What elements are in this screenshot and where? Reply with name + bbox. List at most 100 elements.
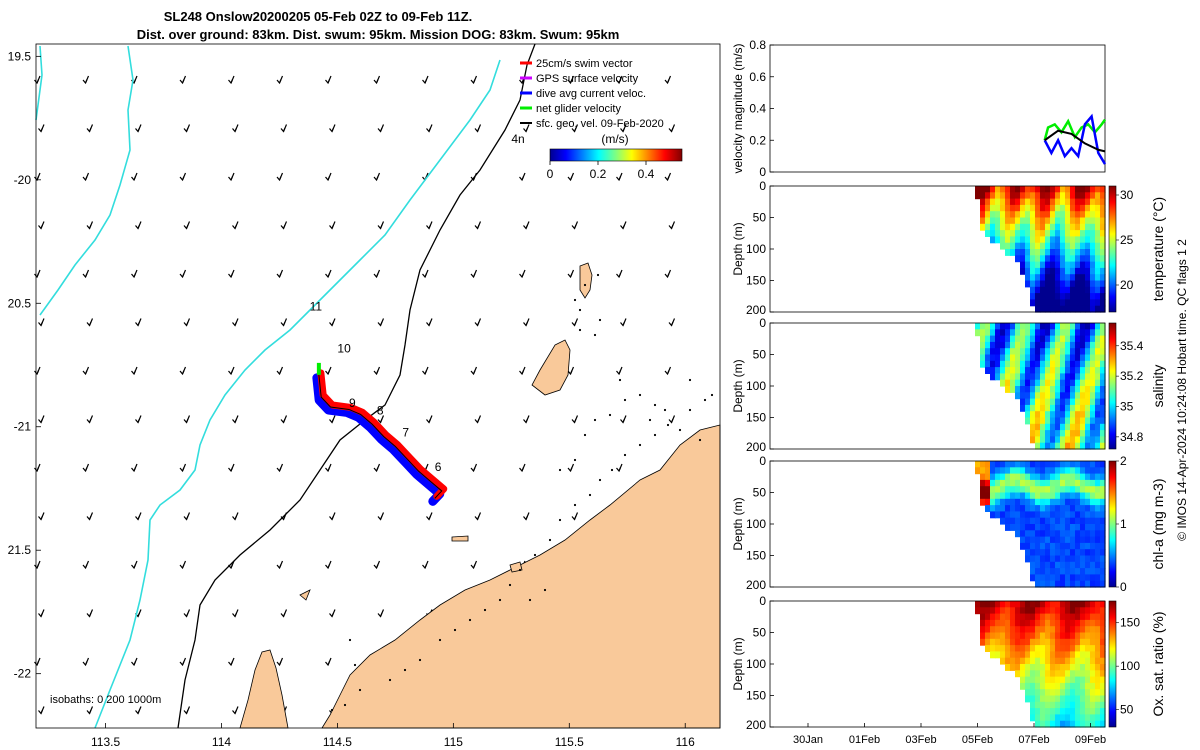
oxygen-cell <box>1025 689 1031 697</box>
oxygen-cell <box>1055 701 1061 709</box>
salinity-cell <box>1085 386 1091 393</box>
chla-cell <box>1095 561 1101 569</box>
temperature-cell <box>1025 186 1031 193</box>
temperature-cell <box>1030 223 1036 231</box>
velocity-arrowhead <box>179 370 185 376</box>
salinity-cell <box>1010 341 1016 349</box>
oxygen-cell <box>1065 657 1071 665</box>
salinity-cell <box>1090 436 1096 444</box>
chla-cell <box>1025 498 1031 506</box>
salinity-cell <box>1055 373 1061 381</box>
oxygen-cell <box>1005 619 1011 627</box>
chla-cell <box>1065 580 1071 588</box>
reef-dot <box>498 598 502 602</box>
temperature-cell <box>1095 236 1101 244</box>
oxygen-cell <box>1095 638 1101 646</box>
salinity-cell <box>1040 354 1046 362</box>
salinity-cell <box>1100 436 1106 444</box>
chla-cell <box>1040 580 1046 588</box>
chla-cell <box>1055 530 1061 538</box>
temperature-cell <box>1055 255 1061 263</box>
salinity-cell <box>1095 442 1101 450</box>
chla-cell <box>1040 467 1046 475</box>
oxygen-cell <box>1055 638 1061 646</box>
salinity-cell <box>1050 442 1056 450</box>
chla-cell <box>1065 486 1071 494</box>
salinity-cell <box>1065 386 1071 393</box>
salinity-cell <box>1065 423 1071 431</box>
temperature-cell <box>1025 280 1031 288</box>
oxygen-cell <box>1010 651 1016 659</box>
salinity-cell <box>1070 379 1076 387</box>
temperature-cell <box>1025 274 1031 282</box>
salinity-cell <box>1080 417 1086 425</box>
oxygen-cell <box>1075 670 1081 678</box>
oxygen-cell <box>1075 619 1081 627</box>
temperature-cell <box>1045 293 1051 300</box>
chla-cell <box>1080 542 1086 550</box>
salinity-colorbar <box>1108 322 1117 450</box>
oxygen-ylabel: Depth (m) <box>731 637 745 690</box>
temperature-cell <box>1075 267 1081 275</box>
salinity-cell <box>1025 379 1031 387</box>
chla-cell <box>1020 511 1026 519</box>
oxygen-cell <box>1035 613 1041 621</box>
salinity-cell <box>1000 373 1006 381</box>
chla-cell <box>1065 498 1071 506</box>
temperature-cell <box>1040 249 1046 256</box>
velocity-arrowhead <box>179 176 185 182</box>
temperature-cell <box>1015 223 1021 231</box>
temperature-cell <box>1100 236 1106 244</box>
temperature-cell <box>1050 293 1056 300</box>
velocity-arrowhead <box>567 176 573 182</box>
oxygen-cell <box>1015 664 1021 671</box>
chla-cell <box>1010 479 1016 487</box>
reef-dot <box>598 478 602 482</box>
chla-cell <box>980 486 986 494</box>
chla-cell <box>1000 511 1006 519</box>
velocity-arrowhead <box>325 79 331 85</box>
chla-cell <box>1075 542 1081 550</box>
salinity-cell <box>1005 360 1011 368</box>
temperature-cell <box>1055 249 1061 256</box>
chla-cell <box>1075 549 1081 557</box>
temperature-cell <box>1035 299 1041 307</box>
oxygen-cell <box>1050 670 1056 678</box>
chla-cell <box>1000 461 1006 468</box>
temperature-cell <box>1065 242 1071 250</box>
salinity-cell <box>1030 392 1036 400</box>
temperature-cell <box>1040 293 1046 300</box>
chla-cell <box>1075 461 1081 468</box>
salinity-cell <box>1080 341 1086 349</box>
oxygen-cell <box>1080 607 1086 615</box>
temperature-cell <box>1075 293 1081 300</box>
salinity-cell <box>1040 404 1046 412</box>
velocity-arrowhead <box>567 370 573 376</box>
temperature-cell <box>1040 236 1046 244</box>
chla-cell <box>1070 574 1076 582</box>
velocity-arrowhead <box>325 370 331 376</box>
oxygen-cell <box>990 651 996 659</box>
chla-cell <box>1030 574 1036 582</box>
chla-cell <box>1050 549 1056 557</box>
salinity-cell <box>1015 341 1021 349</box>
chla-cell <box>1035 555 1041 563</box>
temperature-colorbar <box>1108 185 1117 313</box>
salinity-cell <box>1000 323 1006 330</box>
oxygen-cell <box>1065 670 1071 678</box>
chla-cell <box>1100 467 1106 475</box>
temperature-cell <box>1070 198 1076 206</box>
salinity-cell <box>1075 360 1081 368</box>
salinity-cell <box>1030 423 1036 431</box>
temperature-cell <box>1080 186 1086 193</box>
chla-cell <box>1005 492 1011 500</box>
reef-dot <box>438 638 442 642</box>
temperature-cell <box>1065 280 1071 288</box>
velocity-arrowhead <box>422 273 428 279</box>
y-tick-label: -21 <box>14 420 32 434</box>
velocity-arrowhead <box>474 515 480 521</box>
oxygen-cell <box>1030 607 1036 615</box>
salinity-cell <box>1090 423 1096 431</box>
salinity-cell <box>1095 323 1101 330</box>
temperature-cell <box>1060 236 1066 244</box>
